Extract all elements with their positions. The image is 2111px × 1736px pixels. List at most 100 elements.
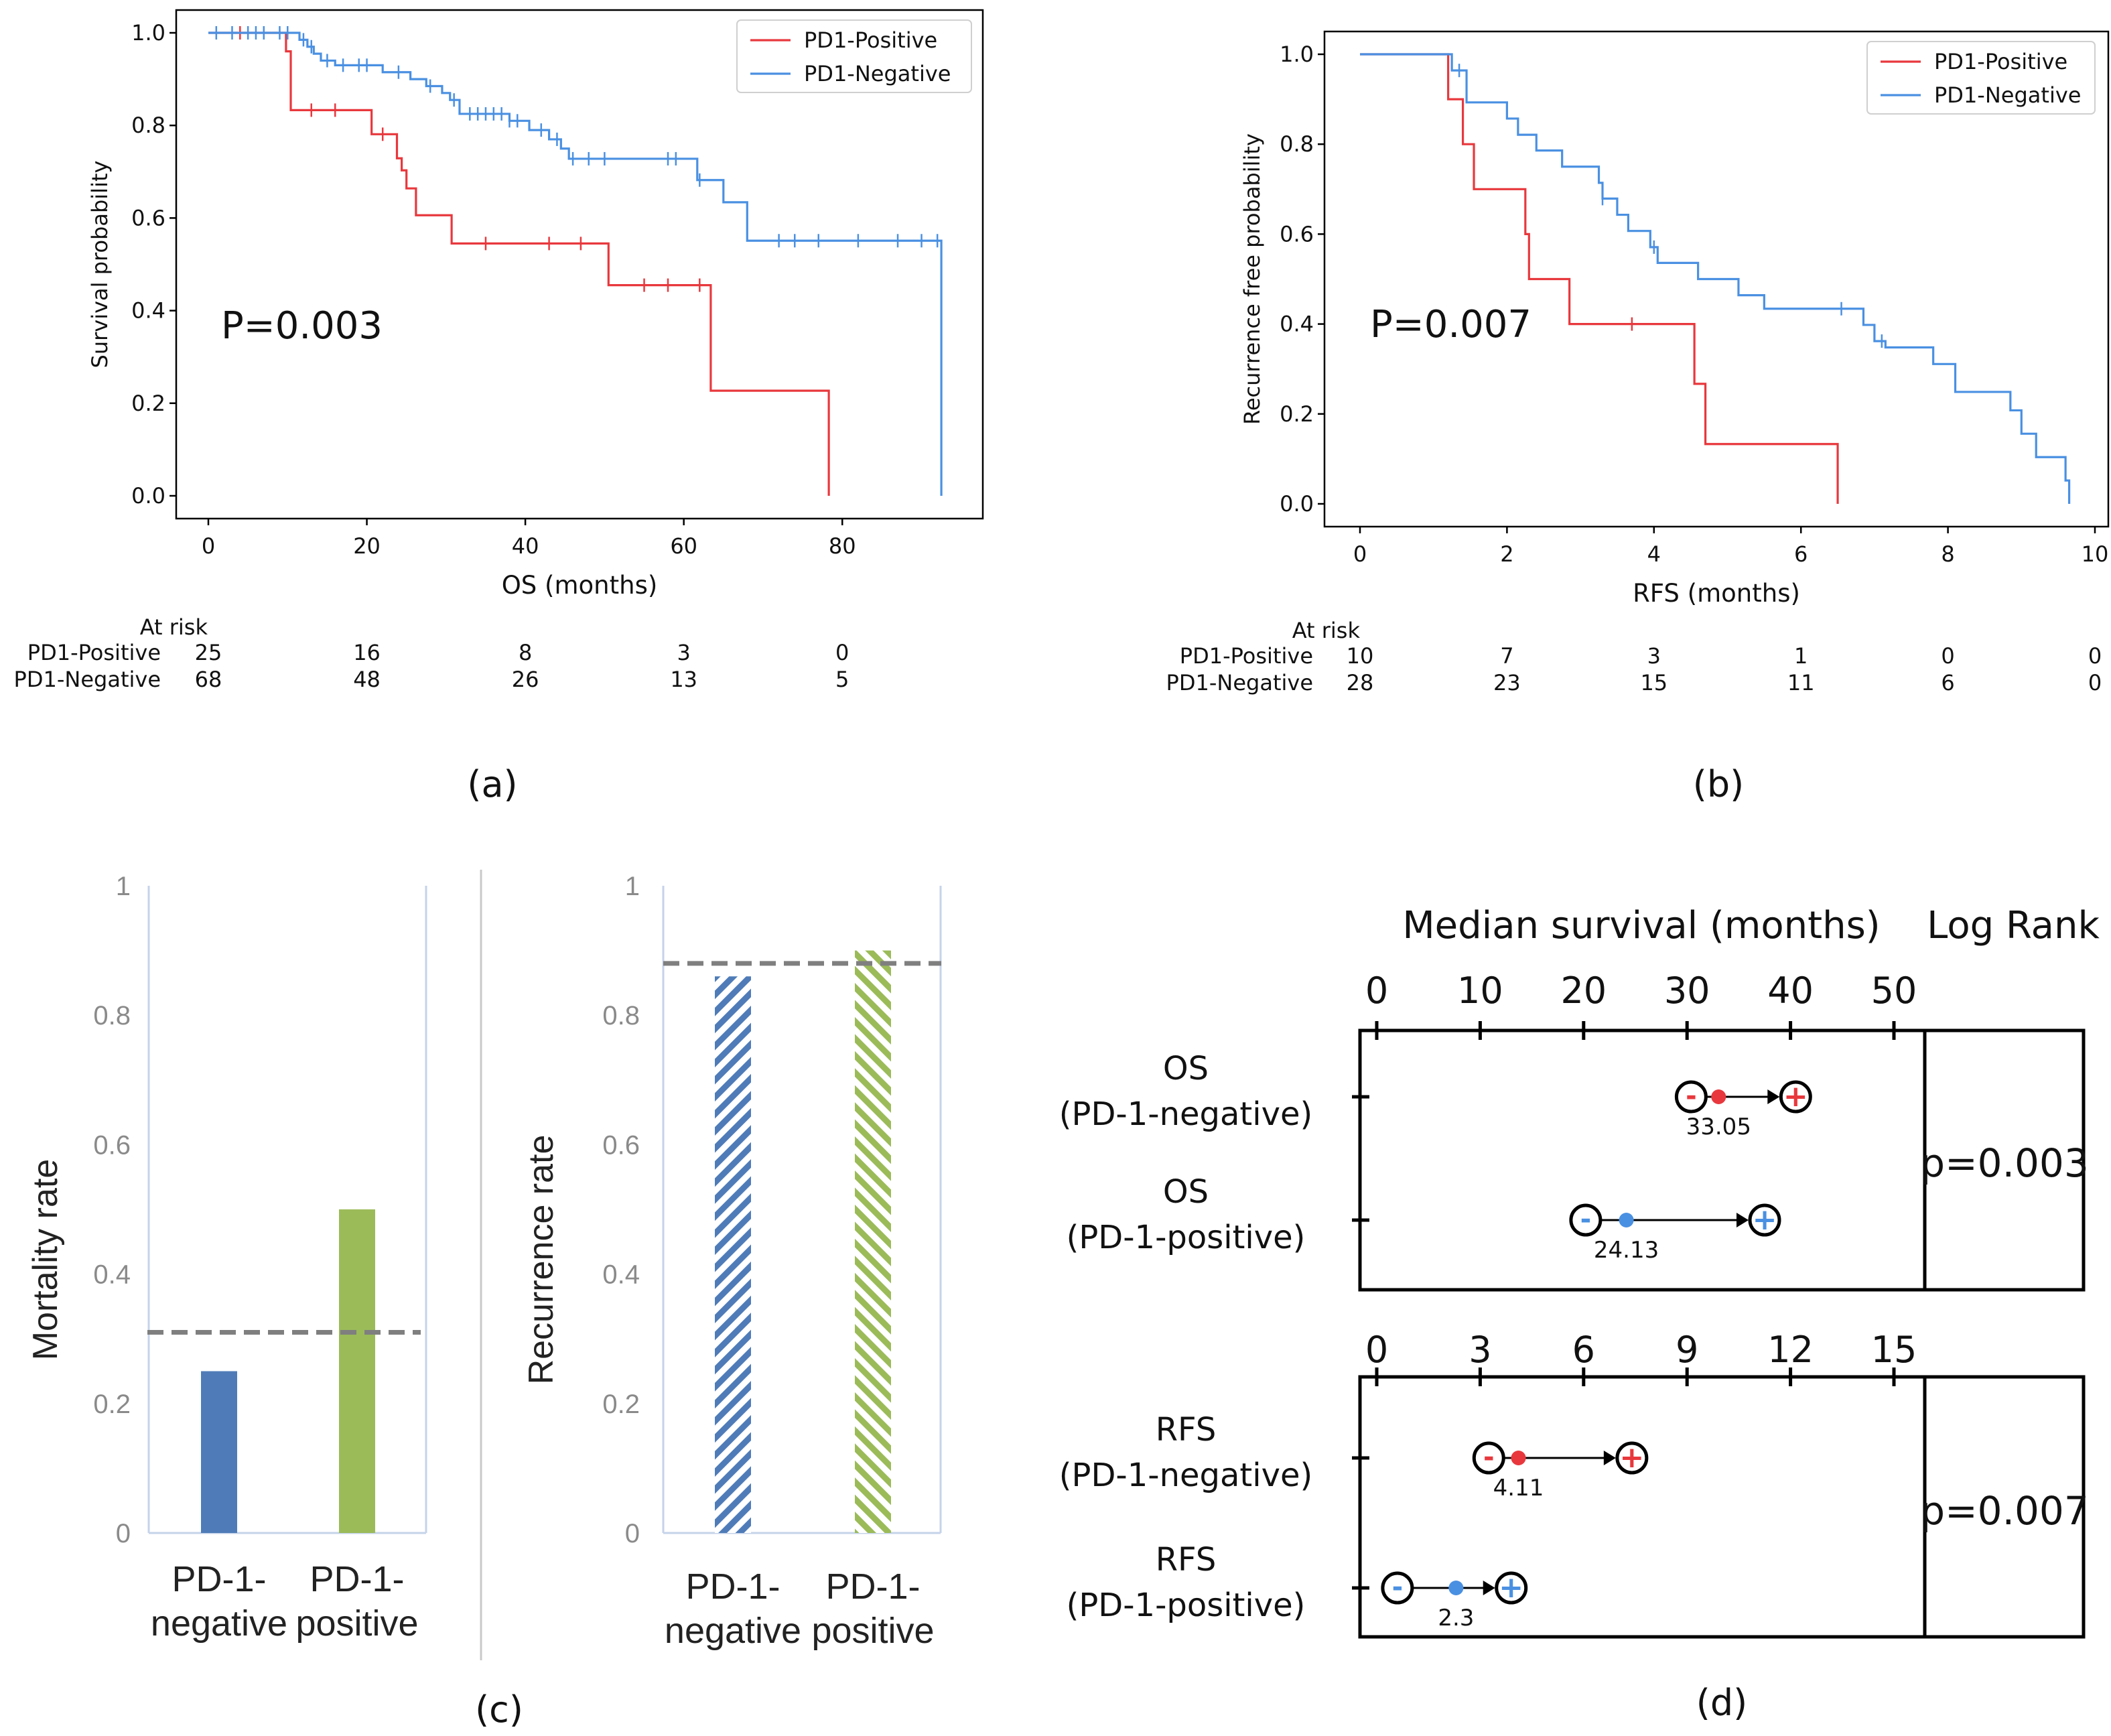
ci-lower-marker [1381, 1571, 1414, 1605]
median-survival-header: Median survival (months) [1402, 904, 1880, 947]
y-tick-label: 1 [625, 872, 640, 901]
at-risk-title: At risk [140, 614, 208, 640]
y-tick-label: 0.4 [1280, 312, 1314, 337]
category-label: PD-1- [172, 1559, 266, 1599]
at-risk-count: 11 [1787, 670, 1815, 695]
median-point [1448, 1581, 1464, 1595]
y-tick-label: 0.6 [1280, 221, 1314, 247]
legend: PD1-Positive PD1-Negative [1866, 41, 2096, 115]
category-label: negative [665, 1611, 801, 1651]
row-label-line1: RFS [1156, 1411, 1217, 1449]
x-tick-label: 0 [202, 533, 215, 559]
plus-sign: + [1499, 1571, 1523, 1605]
axis-tick-label: 10 [1457, 970, 1503, 1012]
y-tick-label: 1.0 [1280, 42, 1314, 67]
y-tick-label: 0.4 [131, 298, 165, 324]
axis-tick-label: 15 [1871, 1329, 1917, 1371]
row-label-line2: (PD-1-positive) [1067, 1219, 1306, 1256]
minus-sign: - [1686, 1081, 1697, 1112]
axis-tick-label: 20 [1560, 970, 1607, 1012]
x-tick-label: 4 [1647, 541, 1661, 567]
y-tick-label: 0 [116, 1519, 131, 1548]
at-risk-count: 68 [195, 667, 222, 692]
at-risk-count: 25 [195, 640, 222, 665]
ci-lower-marker [1569, 1203, 1603, 1237]
category-label: positive [295, 1603, 418, 1644]
legend-box [1866, 41, 2096, 115]
axis-tick-label: 0 [1365, 970, 1388, 1012]
km-curve-pd1-negative [208, 31, 943, 496]
p-value-annotation: P=0.003 [221, 304, 383, 348]
at-risk-count: 0 [1941, 643, 1954, 669]
at-risk-count: 3 [677, 640, 690, 665]
row-label-line1: RFS [1156, 1541, 1217, 1579]
bar-negative [715, 976, 751, 1533]
median-value-label: 24.13 [1594, 1237, 1659, 1264]
bar-positive [339, 1209, 375, 1533]
y-tick-label: 1 [116, 872, 131, 901]
caption-b: (b) [1693, 763, 1744, 805]
at-risk-count: 23 [1493, 670, 1521, 695]
at-risk-count: 5 [835, 667, 849, 692]
km-curve-pd1-negative [1360, 53, 2071, 504]
log-rank-p-value: p=0.007 [1920, 1488, 2088, 1534]
plot-frame [1323, 30, 2110, 528]
at-risk-count: 0 [835, 640, 849, 665]
at-risk-count: 3 [1647, 643, 1661, 669]
axis-tick-label: 30 [1664, 970, 1710, 1012]
y-tick-label: 0.4 [602, 1260, 640, 1290]
caption-a: (a) [467, 763, 517, 805]
at-risk-count: 1 [1794, 643, 1808, 669]
y-tick-label: 0.0 [131, 483, 165, 509]
median-point [1711, 1089, 1726, 1104]
at-risk-title: At risk [1292, 618, 1361, 643]
category-label: positive [811, 1611, 934, 1651]
at-risk-count: 0 [2088, 643, 2102, 669]
x-tick-label: 40 [512, 533, 539, 559]
at-risk-count: 0 [2088, 670, 2102, 695]
x-tick-label: 6 [1794, 541, 1808, 567]
y-tick-label: 0.6 [602, 1130, 640, 1160]
at-risk-count: 48 [353, 667, 381, 692]
x-axis-label: RFS (months) [1633, 579, 1800, 608]
at-risk-count: 7 [1500, 643, 1513, 669]
ci-lower-marker [1674, 1080, 1708, 1114]
axis-tick-label: 3 [1469, 1329, 1491, 1371]
axis-tick-label: 9 [1676, 1329, 1698, 1371]
plus-sign: + [1783, 1079, 1808, 1114]
ci-upper-marker [1615, 1441, 1649, 1475]
row-label-line2: (PD-1-negative) [1059, 1095, 1312, 1133]
median-value-label: 2.3 [1438, 1605, 1474, 1631]
category-label: PD-1- [310, 1559, 404, 1599]
y-tick-label: 0.6 [93, 1130, 131, 1160]
axis-tick-label: 12 [1767, 1329, 1814, 1371]
legend-label: PD1-Positive [804, 27, 937, 53]
minus-sign: - [1392, 1572, 1404, 1603]
at-risk-count: 15 [1640, 670, 1667, 695]
row-label-line2: (PD-1-negative) [1059, 1457, 1312, 1494]
category-label: negative [151, 1603, 287, 1644]
at-risk-count: 28 [1347, 670, 1374, 695]
y-tick-label: 0.2 [131, 391, 165, 416]
plus-sign: + [1753, 1203, 1777, 1237]
p-value-annotation: P=0.007 [1370, 303, 1531, 346]
caption-c: (c) [475, 1688, 523, 1731]
caption-d: (d) [1696, 1682, 1747, 1724]
y-tick-label: 1.0 [131, 20, 165, 46]
ci-arrowhead [1603, 1451, 1616, 1465]
y-tick-label: 0.8 [93, 1001, 131, 1030]
minus-sign: - [1580, 1204, 1592, 1235]
y-tick-label: 0.2 [1280, 401, 1314, 427]
ci-upper-marker [1748, 1203, 1781, 1237]
median-point [1619, 1213, 1634, 1227]
at-risk-count: 6 [1941, 670, 1954, 695]
at-risk-row-label: PD1-Positive [27, 640, 161, 665]
ci-lower-marker [1472, 1441, 1505, 1475]
forest-box [1358, 1028, 2086, 1292]
y-tick-label: 0.2 [602, 1390, 640, 1419]
x-tick-label: 0 [1353, 541, 1367, 567]
x-tick-label: 8 [1941, 541, 1954, 567]
y-tick-label: 0 [625, 1519, 640, 1548]
